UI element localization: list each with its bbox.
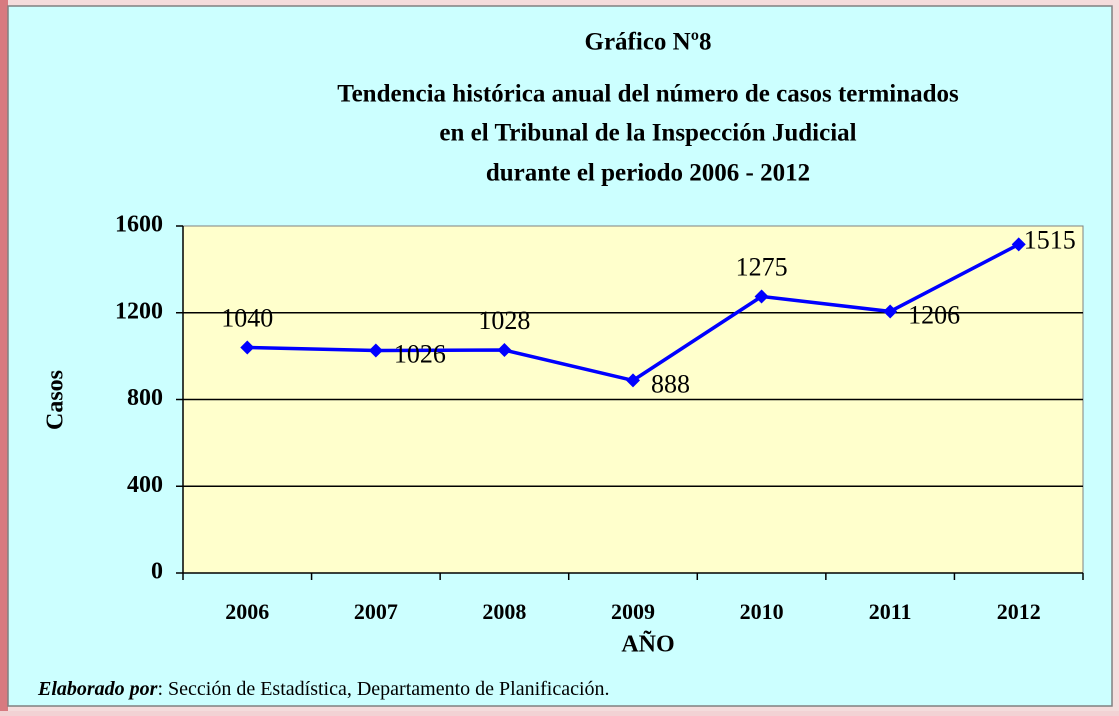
source-text: : Sección de Estadística, Departamento d… bbox=[157, 678, 609, 700]
chart-title: Tendencia histórica anual del número de … bbox=[337, 81, 959, 108]
y-tick-label: 400 bbox=[127, 472, 163, 498]
y-tick-label: 1600 bbox=[115, 212, 163, 238]
data-point bbox=[626, 373, 640, 388]
data-label: 1040 bbox=[221, 303, 273, 332]
data-point bbox=[497, 343, 512, 358]
data-point bbox=[883, 304, 898, 319]
x-tick-label: 2011 bbox=[869, 599, 912, 624]
x-tick-label: 2010 bbox=[740, 599, 784, 624]
chart-title: en el Tribunal de la Inspección Judicial bbox=[439, 120, 856, 147]
y-axis-label: Casos bbox=[43, 370, 69, 430]
source-note: Elaborado por: Sección de Estadística, D… bbox=[37, 678, 610, 700]
data-label: 1026 bbox=[394, 339, 446, 368]
data-point bbox=[368, 343, 383, 358]
data-label: 1515 bbox=[1024, 225, 1076, 254]
x-tick-label: 2006 bbox=[225, 599, 269, 624]
x-axis-label: AÑO bbox=[621, 632, 674, 658]
data-point bbox=[754, 289, 769, 304]
y-tick-label: 1200 bbox=[115, 298, 163, 324]
chart-title: durante el periodo 2006 - 2012 bbox=[486, 160, 810, 187]
x-tick-label: 2009 bbox=[611, 599, 655, 624]
edge-strip bbox=[0, 0, 8, 711]
data-point bbox=[240, 340, 255, 355]
y-tick-label: 800 bbox=[127, 385, 163, 411]
x-tick-label: 2007 bbox=[354, 599, 398, 624]
x-tick-label: 2008 bbox=[482, 599, 526, 624]
data-label: 1275 bbox=[736, 252, 788, 281]
data-label: 888 bbox=[651, 369, 690, 398]
x-tick-label: 2012 bbox=[997, 599, 1041, 624]
data-label: 1206 bbox=[908, 300, 960, 329]
data-label: 1028 bbox=[478, 306, 530, 335]
y-tick-label: 0 bbox=[151, 559, 163, 585]
source-label: Elaborado por bbox=[37, 678, 158, 700]
chart-title: Gráfico Nº8 bbox=[585, 29, 712, 56]
data-point bbox=[1011, 237, 1026, 252]
